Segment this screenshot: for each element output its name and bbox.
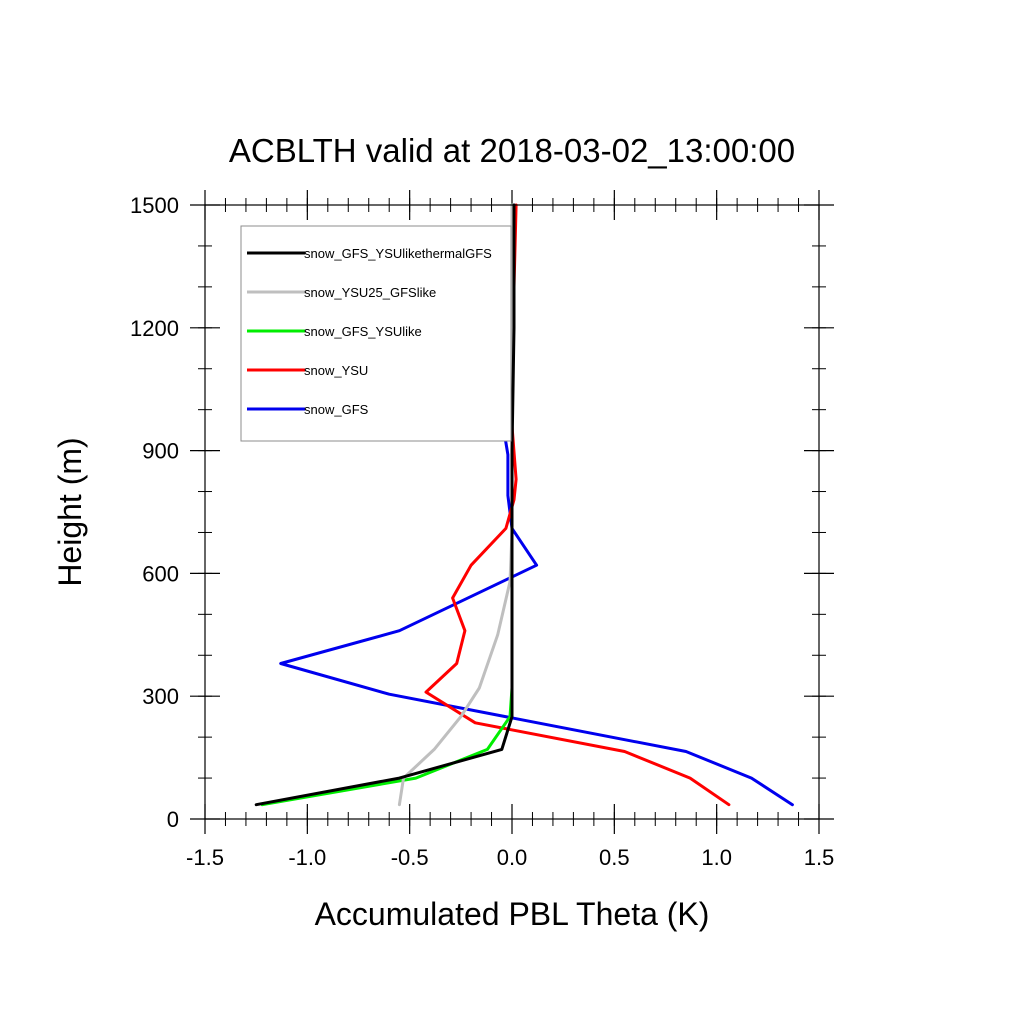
y-tick-label: 1500 xyxy=(130,193,179,218)
series-line-snow-gfs-ysulikethermalgfs xyxy=(254,203,516,807)
y-tick-label: 900 xyxy=(142,439,179,464)
x-tick-label: -1.5 xyxy=(186,845,224,870)
y-tick-label: 600 xyxy=(142,561,179,586)
x-tick-label: -1.0 xyxy=(288,845,326,870)
x-tick-label: 1.5 xyxy=(804,845,835,870)
legend-label-snow-ysu25-gfslike: snow_YSU25_GFSlike xyxy=(304,285,436,300)
y-tick-label: 300 xyxy=(142,684,179,709)
x-tick-label: 0.0 xyxy=(497,845,528,870)
plot-lines xyxy=(254,203,794,807)
legend-box xyxy=(240,225,512,442)
legend-label-snow-gfs-ysulike: snow_GFS_YSUlike xyxy=(304,324,422,339)
legend-label-snow-gfs-ysulikethermalgfs: snow_GFS_YSUlikethermalGFS xyxy=(304,246,492,261)
x-tick-labels: -1.5 -1.0 -0.5 0.0 0.5 1.0 1.5 xyxy=(186,845,834,870)
legend-items: snow_GFS_YSUlikethermalGFS snow_YSU25_GFS… xyxy=(247,246,492,417)
plot-frame xyxy=(204,204,820,820)
x-tick-label: 1.0 xyxy=(701,845,732,870)
y-tick-label: 1200 xyxy=(130,316,179,341)
x-tick-label: 0.5 xyxy=(599,845,630,870)
x-tick-label: -0.5 xyxy=(391,845,429,870)
legend: snow_GFS_YSUlikethermalGFS snow_YSU25_GFS… xyxy=(240,225,512,442)
x-axis-label: Accumulated PBL Theta (K) xyxy=(315,896,710,932)
legend-label-snow-ysu: snow_YSU xyxy=(304,363,368,378)
y-tick-label: 0 xyxy=(167,807,179,832)
y-axis-label: Height (m) xyxy=(52,437,88,586)
chart-title: ACBLTH valid at 2018-03-02_13:00:00 xyxy=(229,132,795,169)
legend-label-snow-gfs: snow_GFS xyxy=(304,402,369,417)
y-tick-labels: 0 300 600 900 1200 1500 xyxy=(130,193,179,832)
